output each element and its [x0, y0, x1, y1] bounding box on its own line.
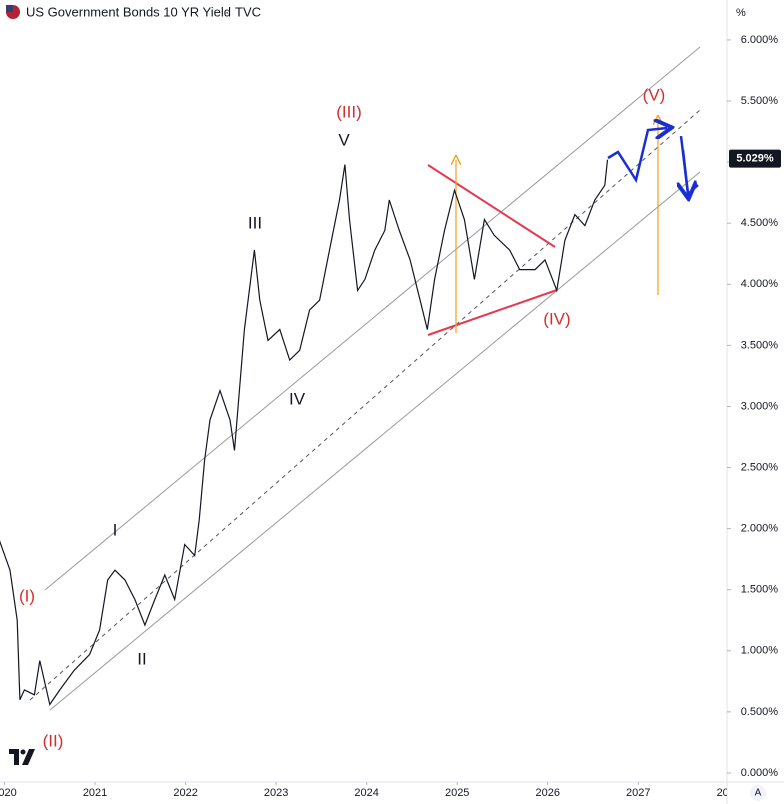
x-tick-label: 2021	[83, 787, 107, 799]
last-price-box	[729, 149, 781, 168]
x-tick-label: 2024	[354, 787, 378, 799]
plot	[0, 159, 609, 706]
x-tick-label: 2025	[445, 787, 469, 799]
wave-label: (III)	[336, 102, 362, 121]
y-tick-label: 1.500%	[741, 584, 779, 596]
x-tick-label: 2022	[173, 787, 197, 799]
channel-lower	[49, 171, 701, 711]
logo	[9, 749, 35, 765]
chart-title: US Government Bonds 10 YR Yield	[26, 4, 231, 19]
y-tick-label: 3.500%	[741, 339, 779, 351]
x-tick-label: 2028	[717, 787, 741, 799]
y-tick-label: 3.000%	[741, 400, 779, 412]
scale-button-label[interactable]: A	[755, 788, 762, 799]
x-tick-label: 2027	[626, 787, 650, 799]
logo	[20, 749, 26, 755]
wave-label: I	[113, 520, 118, 539]
source: TVC	[235, 4, 261, 19]
y-tick-label: 6.000%	[741, 34, 779, 46]
wave-label: (II)	[43, 731, 64, 750]
channel-upper	[44, 46, 701, 591]
y-tick-label: 4.500%	[741, 217, 779, 229]
y-tick-label: 0.500%	[741, 706, 779, 718]
triangle-lower	[427, 289, 558, 336]
last-price-label: 5.029%	[736, 152, 774, 164]
header: US Government Bonds 10 YR Yield · TVC	[6, 4, 261, 19]
y-unit: %	[736, 7, 746, 19]
wave-label: (IV)	[543, 309, 570, 328]
y-tick-label: 5.500%	[741, 95, 779, 107]
drawings	[29, 46, 701, 711]
scale-button[interactable]	[750, 785, 766, 801]
price-line	[0, 159, 609, 706]
flag-icon	[6, 5, 13, 12]
tv-logo	[9, 749, 35, 765]
wave-label: IV	[289, 389, 306, 408]
projection-arrow	[607, 128, 667, 184]
wave-label: III	[248, 213, 262, 232]
wave-label: (V)	[643, 85, 666, 104]
y-tick-label: 0.000%	[741, 767, 779, 779]
y-tick-label: 4.000%	[741, 278, 779, 290]
y-tick-label: 1.000%	[741, 645, 779, 657]
y-tick-label: 2.500%	[741, 461, 779, 473]
wave-label: (I)	[19, 586, 35, 605]
separator: ·	[225, 4, 229, 19]
axes: 0.000% 0.500% 1.000% 1.500% 2.000% 2.500% 3.00…	[0, 34, 781, 799]
x-tick-label: 2026	[535, 787, 559, 799]
projection-arrowhead	[683, 149, 688, 194]
y-tick-label: 2.000%	[741, 523, 779, 535]
wave-label: V	[338, 130, 350, 149]
wave-label: II	[137, 649, 146, 668]
x-tick-label: 2023	[264, 787, 288, 799]
triangle-upper	[427, 164, 556, 248]
